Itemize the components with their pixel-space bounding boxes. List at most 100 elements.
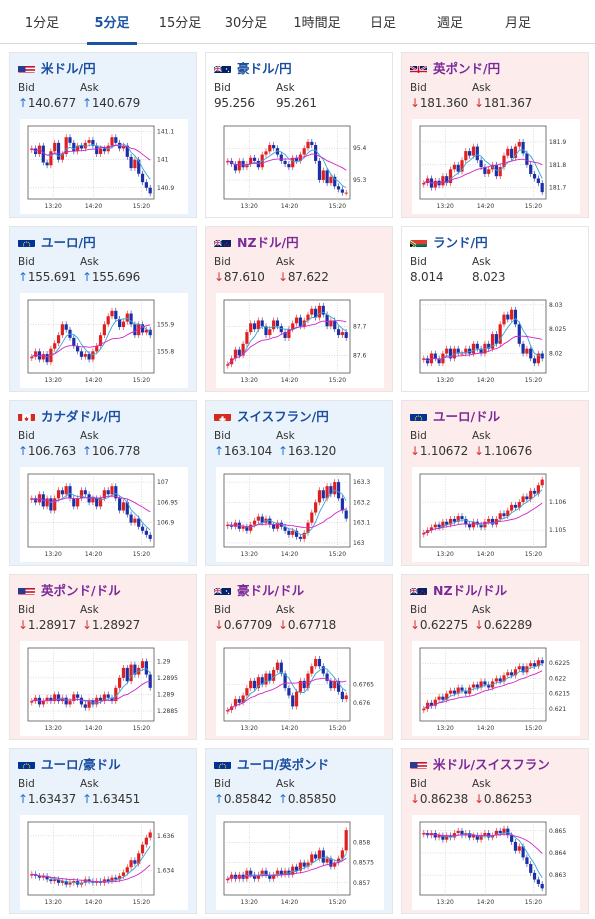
pair-name[interactable]: 英ポンド/円 bbox=[433, 60, 501, 76]
pair-name[interactable]: ユーロ/豪ドル bbox=[41, 756, 121, 772]
pair-title[interactable]: カナダドル/円 bbox=[18, 407, 121, 424]
price-chart[interactable]: 163.3 163.2 163.1 163 13:20 14:20 15:20 bbox=[216, 467, 384, 562]
price-chart[interactable]: 8.03 8.025 8.02 13:20 14:20 15:20 bbox=[412, 293, 580, 388]
price-chart[interactable]: 181.9 181.8 181.7 13:20 14:20 15:20 bbox=[412, 119, 580, 214]
pair-title[interactable]: 豪ドル/円 bbox=[214, 59, 292, 76]
pair-name[interactable]: 英ポンド/ドル bbox=[41, 582, 121, 598]
rate-panel[interactable]: 英ポンド/円 Bid Ask ↓181.360 ↓181.367 181.9 181.8 18… bbox=[401, 52, 589, 218]
price-chart[interactable]: 0.865 0.864 0.863 13:20 14:20 15:20 bbox=[412, 815, 580, 910]
bid-value: ↓87.610 bbox=[214, 270, 265, 284]
candle-up bbox=[79, 882, 84, 885]
ma-short-line bbox=[227, 311, 347, 365]
rate-panel[interactable]: NZドル/ドル Bid Ask ↓0.62275 ↓0.62289 0.6225 0.622… bbox=[401, 574, 589, 740]
pair-name[interactable]: NZドル/円 bbox=[237, 234, 299, 250]
price-chart[interactable]: 0.6765 0.676 13:20 14:20 15:20 bbox=[216, 641, 384, 736]
candle-up bbox=[317, 850, 322, 859]
rate-panel[interactable]: スイスフラン/円 Bid Ask ↑163.104 ↑163.120 163.3 163.2… bbox=[205, 400, 393, 566]
pair-name[interactable]: 米ドル/スイスフラン bbox=[433, 756, 550, 772]
candle-down bbox=[314, 854, 318, 859]
tab-monthly[interactable]: 月足 bbox=[504, 16, 531, 31]
candle-up bbox=[340, 850, 344, 859]
pair-name[interactable]: ユーロ/ドル bbox=[433, 408, 501, 424]
candle-down bbox=[260, 516, 264, 523]
pair-title[interactable]: NZドル/ドル bbox=[410, 581, 508, 598]
candle-down bbox=[479, 524, 483, 528]
rate-panel[interactable]: ユーロ/豪ドル Bid Ask ↑1.63437 ↑1.63451 1.636 1.634 1… bbox=[9, 748, 197, 914]
candle-down bbox=[475, 684, 479, 688]
pair-name[interactable]: ユーロ/英ポンド bbox=[237, 756, 330, 772]
y-tick-label: 106.9 bbox=[157, 520, 174, 527]
rate-panel[interactable]: ユーロ/英ポンド Bid Ask ↑0.85842 ↑0.85850 0.858 0.857… bbox=[205, 748, 393, 914]
candle-up bbox=[506, 510, 510, 517]
price-chart[interactable]: 1.106 1.105 13:20 14:20 15:20 bbox=[412, 467, 580, 562]
pair-title[interactable]: 英ポンド/円 bbox=[410, 59, 501, 76]
pair-name[interactable]: ランド/円 bbox=[433, 234, 488, 250]
bid-value: ↑1.63437 bbox=[18, 792, 76, 806]
pair-title[interactable]: 英ポンド/ドル bbox=[18, 581, 121, 598]
y-tick-label: 1.634 bbox=[157, 868, 174, 875]
candle-up bbox=[129, 860, 133, 868]
rate-panel[interactable]: 米ドル/スイスフラン Bid Ask ↓0.86238 ↓0.86253 0.865 0.8… bbox=[401, 748, 589, 914]
price-chart[interactable]: 141.1 141 140.9 13:20 14:20 15:20 bbox=[20, 119, 188, 214]
rate-panel[interactable]: ユーロ/円 Bid Ask ↑155.691 ↑155.696 155.9 155.8 13:… bbox=[9, 226, 197, 392]
tab-1min[interactable]: 1分足 bbox=[24, 16, 60, 31]
rate-panel[interactable]: 英ポンド/ドル Bid Ask ↓1.28917 ↓1.28927 1.29 1.2895 1… bbox=[9, 574, 197, 740]
ask-number: 95.261 bbox=[276, 96, 317, 110]
pair-title[interactable]: ユーロ/英ポンド bbox=[214, 755, 330, 772]
candle-up bbox=[487, 169, 491, 174]
candle-up bbox=[498, 324, 502, 344]
price-chart[interactable]: 0.6225 0.622 0.6215 0.621 13:20 14:20 15:20 bbox=[412, 641, 580, 736]
rate-panel[interactable]: カナダドル/円 Bid Ask ↑106.763 ↑106.778 107 106.95 10… bbox=[9, 400, 197, 566]
pair-name[interactable]: 豪ドル/ドル bbox=[237, 582, 305, 598]
pair-name[interactable]: NZドル/ドル bbox=[433, 582, 508, 598]
tab-daily[interactable]: 日足 bbox=[369, 16, 396, 31]
pair-title[interactable]: 豪ドル/ドル bbox=[214, 581, 305, 598]
pair-title[interactable]: ユーロ/豪ドル bbox=[18, 755, 121, 772]
pair-name[interactable]: 米ドル/円 bbox=[41, 60, 96, 76]
plot-frame bbox=[27, 299, 155, 374]
arrow-up-icon: ↑ bbox=[82, 444, 92, 458]
pair-title[interactable]: ユーロ/ドル bbox=[410, 407, 501, 424]
tab-1hour[interactable]: 1時間足 bbox=[293, 16, 341, 31]
candle-down bbox=[452, 690, 456, 694]
pair-name[interactable]: ユーロ/円 bbox=[41, 234, 96, 250]
arrow-up-icon: ↑ bbox=[18, 96, 28, 110]
rate-panel[interactable]: ランド/円 Bid Ask 8.014 8.023 8.03 8.025 8.02 13:20 1… bbox=[401, 226, 589, 392]
pair-name[interactable]: スイスフラン/円 bbox=[237, 408, 329, 424]
price-chart[interactable]: 107 106.95 106.9 13:20 14:20 15:20 bbox=[20, 467, 188, 562]
tab-5min[interactable]: 5分足 bbox=[81, 0, 143, 45]
rate-panel[interactable]: NZドル/円 Bid Ask ↓87.610 ↓87.622 87.7 87.6 13:20 1… bbox=[205, 226, 393, 392]
price-chart[interactable]: 95.4 95.3 13:20 14:20 15:20 bbox=[216, 119, 384, 214]
pair-title[interactable]: スイスフラン/円 bbox=[214, 407, 329, 424]
ma-long-line bbox=[227, 320, 347, 365]
candle-up bbox=[79, 490, 84, 499]
price-chart[interactable]: 87.7 87.6 13:20 14:20 15:20 bbox=[216, 293, 384, 388]
pair-title[interactable]: 米ドル/スイスフラン bbox=[410, 755, 550, 772]
candle-up bbox=[87, 140, 91, 143]
tab-15min[interactable]: 15分足 bbox=[158, 16, 202, 31]
price-chart[interactable]: 1.29 1.2895 1.289 1.2885 13:20 14:20 15:20 bbox=[20, 641, 188, 736]
pair-title[interactable]: NZドル/円 bbox=[214, 233, 299, 250]
candle-up bbox=[283, 870, 287, 875]
tab-30min[interactable]: 30分足 bbox=[224, 16, 268, 31]
pair-title[interactable]: ランド/円 bbox=[410, 233, 488, 250]
price-chart[interactable]: 1.636 1.634 13:20 14:20 15:20 bbox=[20, 815, 188, 910]
rate-panel[interactable]: 豪ドル/円 Bid Ask 95.256 95.261 95.4 95.3 13:20 14:2… bbox=[205, 52, 393, 218]
pair-name[interactable]: 豪ドル/円 bbox=[237, 60, 292, 76]
pair-title[interactable]: 米ドル/円 bbox=[18, 59, 96, 76]
bid-number: 181.360 bbox=[419, 96, 469, 110]
pair-name[interactable]: カナダドル/円 bbox=[41, 408, 121, 424]
candle-down bbox=[83, 490, 87, 495]
pair-title[interactable]: ユーロ/円 bbox=[18, 233, 96, 250]
rate-panel[interactable]: 米ドル/円 Bid Ask ↑140.677 ↑140.679 141.1 141 140.9… bbox=[9, 52, 197, 218]
candle-down bbox=[506, 314, 510, 320]
ask-label: Ask bbox=[276, 604, 295, 616]
ask-label: Ask bbox=[472, 604, 491, 616]
tab-weekly[interactable]: 週足 bbox=[436, 16, 463, 31]
price-chart[interactable]: 0.858 0.8575 0.857 13:20 14:20 15:20 bbox=[216, 815, 384, 910]
rate-panel[interactable]: ユーロ/ドル Bid Ask ↓1.10672 ↓1.10676 1.106 1.105 13… bbox=[401, 400, 589, 566]
ask-value: 8.023 bbox=[472, 270, 506, 284]
rate-panel[interactable]: 豪ドル/ドル Bid Ask ↓0.67709 ↓0.67718 0.6765 0.676 1… bbox=[205, 574, 393, 740]
y-tick-label: 141 bbox=[157, 157, 169, 164]
price-chart[interactable]: 155.9 155.8 13:20 14:20 15:20 bbox=[20, 293, 188, 388]
